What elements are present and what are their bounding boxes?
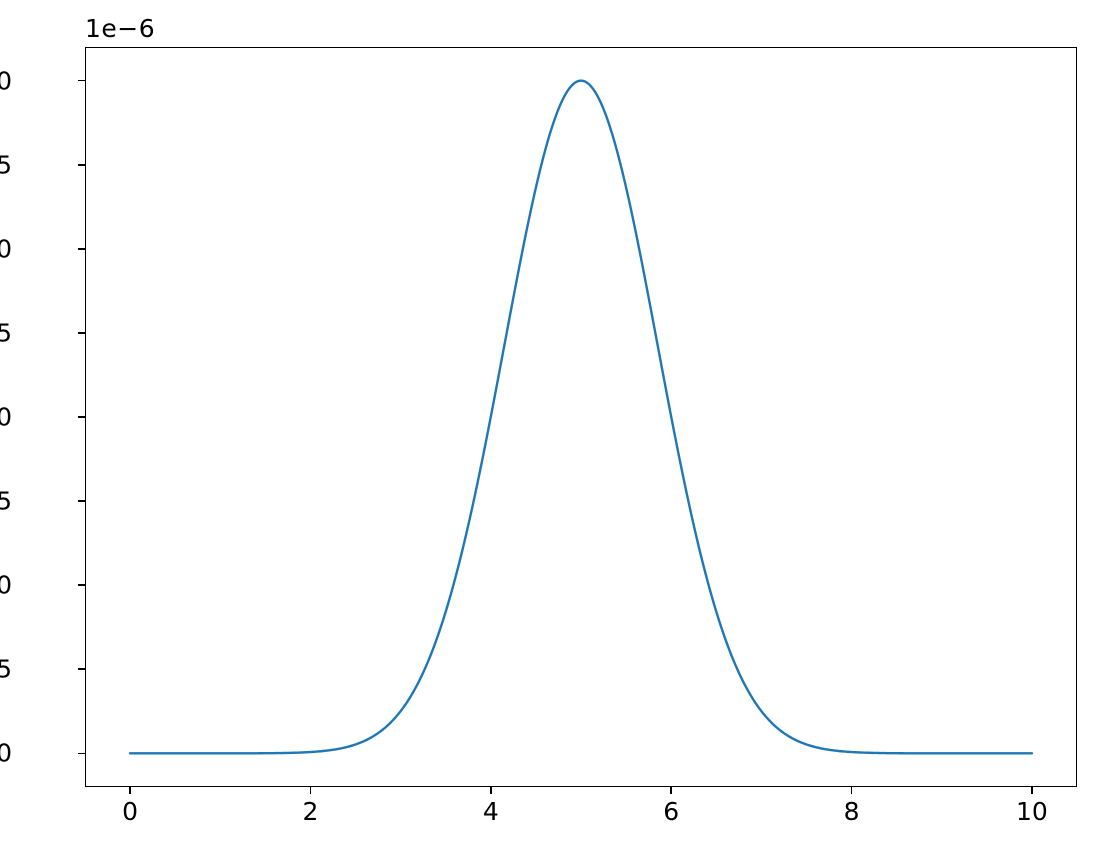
- x-tick-mark: [670, 787, 672, 794]
- x-tick-mark: [309, 787, 312, 794]
- y-tick-label: 1.0: [0, 570, 12, 600]
- y-tick-mark: [78, 500, 85, 502]
- y-tick-label: 1.5: [0, 486, 12, 516]
- x-tick-label: 4: [482, 797, 499, 826]
- x-tick-label: 0: [122, 797, 139, 826]
- y-tick-label: 0.5: [0, 654, 12, 684]
- x-tick-mark: [850, 787, 853, 794]
- x-tick-mark: [490, 787, 492, 794]
- y-tick-mark: [78, 668, 85, 671]
- y-tick-mark: [78, 584, 85, 586]
- x-tick-mark: [129, 787, 131, 794]
- x-tick-mark: [1031, 787, 1033, 794]
- y-tick-label: 3.0: [0, 234, 12, 264]
- y-axis-offset-label: 1e−6: [85, 14, 156, 43]
- x-tick-label: 8: [843, 797, 860, 826]
- plot-axes-frame: [85, 47, 1077, 787]
- y-tick-label: 3.5: [0, 150, 12, 180]
- y-tick-label: 2.5: [0, 318, 12, 348]
- y-tick-mark: [78, 752, 85, 755]
- y-tick-mark: [78, 163, 85, 166]
- x-tick-label: 6: [663, 797, 680, 826]
- y-tick-label: 2.0: [0, 402, 12, 432]
- y-tick-mark: [78, 248, 85, 250]
- x-tick-label: 10: [1016, 797, 1048, 826]
- y-tick-mark: [78, 332, 85, 334]
- x-tick-label: 2: [302, 797, 319, 826]
- y-tick-label: 4.0: [0, 66, 12, 96]
- y-tick-mark: [78, 79, 85, 82]
- y-tick-mark: [78, 416, 85, 418]
- y-tick-label: 0.0: [0, 738, 12, 768]
